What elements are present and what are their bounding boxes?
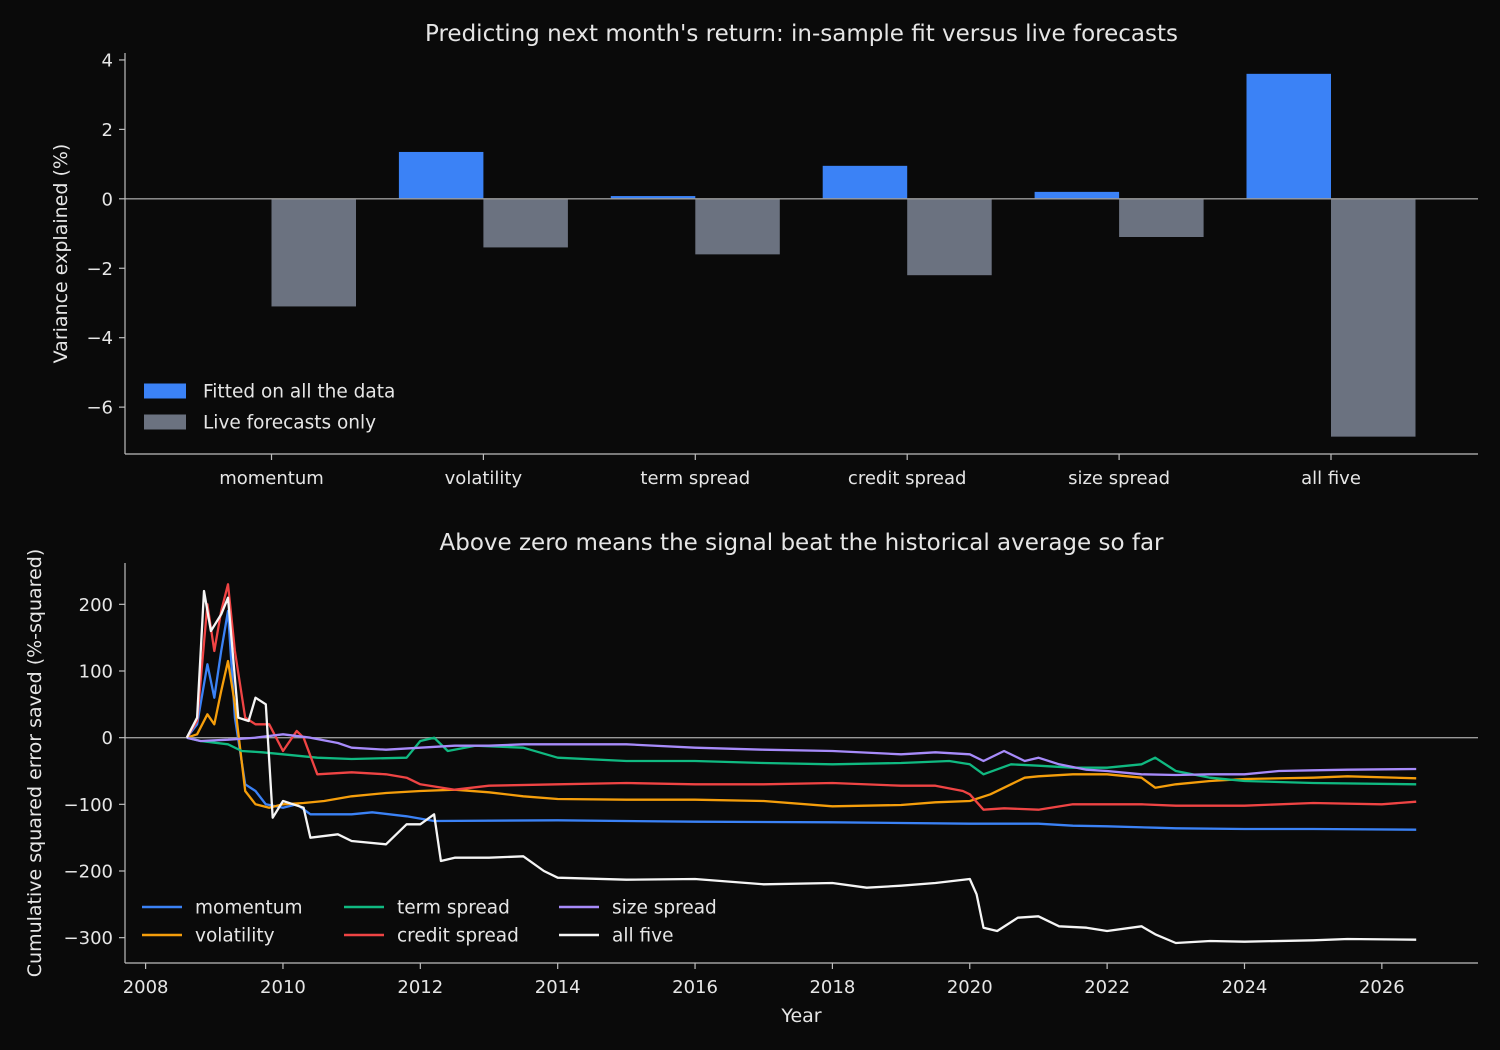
bar-live-size-spread: [1119, 198, 1204, 238]
line-series-term-spread: [186, 736, 1417, 786]
line-y-tick-label: −100: [64, 795, 113, 816]
bar-x-tick-label: all five: [1301, 468, 1361, 489]
bar-chart: Predicting next month's return: in-sampl…: [50, 21, 1478, 489]
line-chart-legend: momentum volatility term spread credit spre…: [142, 898, 717, 947]
line-y-tick-label: −200: [64, 862, 113, 883]
line-x-tick-label: 2016: [672, 977, 718, 998]
line-series-all-five: [185, 589, 1417, 945]
bar-chart-y-ticks: −6 −4 −2 0 2 4: [86, 50, 125, 419]
bar-y-tick-label: −2: [86, 259, 113, 280]
line-y-tick-label: 0: [102, 728, 113, 749]
line-legend-label-all-five: all five: [612, 926, 673, 947]
bar-fitted-volatility: [398, 151, 484, 199]
bar-legend-label-fitted: Fitted on all the data: [203, 382, 395, 403]
bar-fitted-term-spread: [610, 196, 696, 199]
bar-chart-legend: Fitted on all the data Live forecasts on…: [144, 382, 395, 434]
bar-y-tick-label: −4: [86, 328, 113, 349]
line-series-size-spread: [186, 733, 1417, 777]
line-legend-label-size-spread: size spread: [612, 898, 717, 919]
line-x-tick-label: 2008: [123, 977, 169, 998]
bar-y-tick-label: 0: [102, 189, 113, 210]
line-x-tick-label: 2014: [535, 977, 581, 998]
line-series-credit-spread: [185, 583, 1417, 811]
bar-fitted-all-five: [1246, 73, 1331, 199]
bar-chart-y-axis-label: Variance explained (%): [50, 144, 72, 364]
bar-chart-bars: [187, 73, 1416, 437]
line-series-volatility: [186, 659, 1417, 809]
bar-legend-swatch-live: [144, 414, 186, 430]
bar-y-tick-label: 2: [102, 120, 113, 141]
bar-x-tick-label: volatility: [445, 468, 523, 489]
line-y-tick-label: 100: [79, 662, 113, 683]
line-x-tick-label: 2020: [947, 977, 993, 998]
line-series-momentum: [185, 609, 1417, 831]
line-x-tick-label: 2026: [1359, 977, 1405, 998]
line-chart: Above zero means the signal beat the his…: [24, 530, 1478, 1027]
bar-x-tick-label: momentum: [219, 468, 324, 489]
line-y-tick-label: 200: [79, 595, 113, 616]
bar-live-credit-spread: [907, 198, 992, 276]
line-x-tick-label: 2024: [1222, 977, 1268, 998]
line-x-tick-label: 2022: [1084, 977, 1130, 998]
bar-chart-title: Predicting next month's return: in-sampl…: [425, 21, 1178, 47]
line-chart-x-axis-label: Year: [780, 1005, 821, 1027]
bar-y-tick-label: 4: [102, 50, 113, 71]
bar-fitted-credit-spread: [822, 165, 908, 199]
bar-legend-swatch-fitted: [144, 383, 186, 399]
bar-live-term-spread: [695, 198, 780, 255]
bar-x-tick-label: size spread: [1068, 468, 1170, 489]
line-chart-x-ticks: 2008 2010 2012 2014 2016 2018 2020 2022 2024 2026: [123, 963, 1405, 998]
bar-chart-x-ticks: momentum volatility term spread credit spre…: [219, 454, 1361, 489]
line-y-tick-label: −300: [64, 928, 113, 949]
bar-y-tick-label: −6: [86, 398, 113, 419]
line-chart-y-axis-label: Cumulative squared error saved (%-square…: [24, 549, 46, 977]
bar-fitted-size-spread: [1034, 191, 1120, 199]
bar-live-momentum: [271, 198, 356, 307]
line-x-tick-label: 2012: [397, 977, 443, 998]
line-chart-title: Above zero means the signal beat the his…: [440, 530, 1165, 556]
bar-legend-label-live: Live forecasts only: [203, 413, 376, 434]
line-legend-label-momentum: momentum: [195, 898, 302, 919]
bar-x-tick-label: term spread: [640, 468, 750, 489]
line-legend-label-credit-spread: credit spread: [397, 926, 519, 947]
line-x-tick-label: 2010: [260, 977, 306, 998]
line-chart-y-ticks: −300 −200 −100 0 100 200: [64, 595, 125, 949]
line-chart-series: [185, 583, 1417, 945]
bar-live-all-five: [1331, 198, 1416, 437]
line-x-tick-label: 2018: [809, 977, 855, 998]
line-legend-label-volatility: volatility: [195, 926, 275, 947]
line-legend-label-term-spread: term spread: [397, 898, 510, 919]
bar-x-tick-label: credit spread: [848, 468, 967, 489]
bar-live-volatility: [483, 198, 568, 248]
